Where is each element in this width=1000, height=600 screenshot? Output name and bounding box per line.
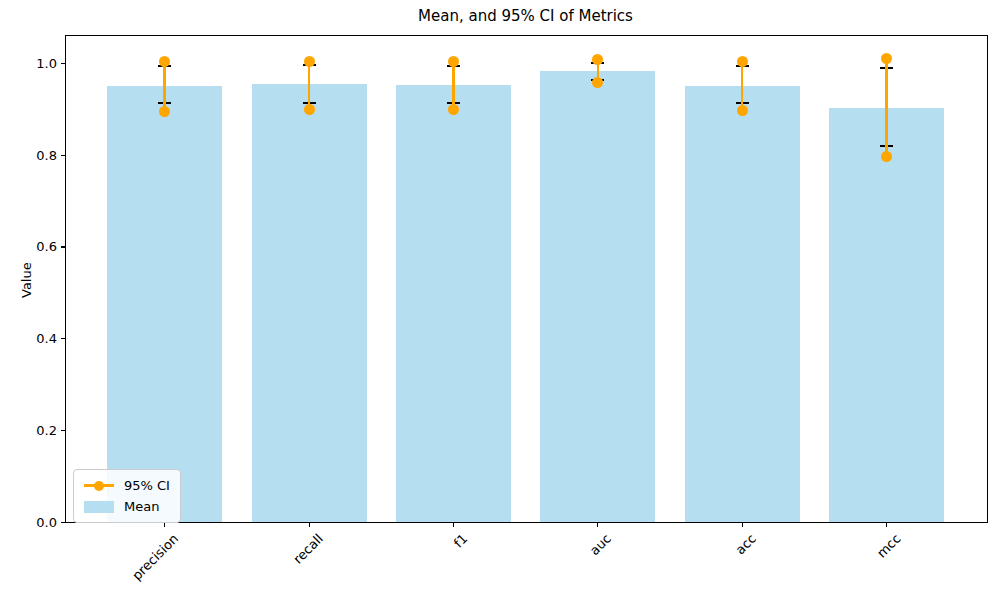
ci-dot-high-acc [737, 56, 748, 67]
y-tick-mark [61, 522, 65, 523]
legend-mean-label: Mean [124, 499, 159, 514]
bar-mcc [829, 108, 944, 522]
y-tick-label: 0.4 [36, 330, 57, 347]
ci-line-acc [741, 61, 744, 111]
x-tick-label-mcc: mcc [874, 531, 904, 561]
y-tick-label: 1.0 [36, 55, 57, 72]
ci-line-recall [308, 61, 311, 109]
ci-line-f1 [452, 62, 455, 110]
legend-entry-mean: Mean [84, 496, 170, 517]
ci-dot-high-f1 [448, 56, 459, 67]
figure: Mean, and 95% CI of Metrics Value 95% CI… [0, 0, 1000, 600]
x-tick-mark-f1 [453, 523, 454, 527]
ci-legend-marker-icon [84, 484, 114, 487]
bar-acc [685, 86, 800, 522]
ci-dot-high-recall [304, 56, 315, 67]
x-tick-label-acc: acc [732, 531, 758, 557]
ci-dot-low-precision [159, 106, 170, 117]
x-tick-label-auc: auc [587, 531, 614, 558]
y-tick-label: 0.6 [36, 238, 57, 255]
y-tick-mark [61, 155, 65, 156]
y-axis-label: Value [19, 262, 34, 298]
ci-line-precision [163, 62, 166, 112]
ci-dot-low-acc [737, 105, 748, 116]
ci-dot-high-mcc [881, 53, 892, 64]
y-tick-mark [61, 338, 65, 339]
ci-dot-high-auc [592, 54, 603, 65]
mean-legend-swatch-icon [84, 501, 114, 513]
x-tick-mark-auc [597, 523, 598, 527]
x-tick-mark-recall [309, 523, 310, 527]
x-tick-label-f1: f1 [450, 531, 470, 551]
legend-entry-ci: 95% CI [84, 475, 170, 496]
x-tick-mark-precision [164, 523, 165, 527]
legend-ci-label: 95% CI [124, 478, 170, 493]
bar-auc [540, 71, 655, 522]
y-tick-label: 0.8 [36, 147, 57, 164]
y-tick-mark [61, 430, 65, 431]
bar-f1 [396, 85, 511, 522]
legend: 95% CI Mean [73, 469, 181, 523]
bar-precision [107, 86, 222, 522]
plot-area [65, 35, 988, 523]
x-tick-label-precision: precision [129, 531, 181, 583]
x-tick-mark-mcc [886, 523, 887, 527]
bar-recall [252, 84, 367, 522]
chart-title: Mean, and 95% CI of Metrics [65, 7, 986, 25]
y-tick-label: 0.0 [36, 514, 57, 531]
y-tick-mark [61, 63, 65, 64]
y-tick-mark [61, 246, 65, 247]
ci-line-mcc [885, 58, 888, 156]
x-tick-mark-acc [742, 523, 743, 527]
y-tick-label: 0.2 [36, 422, 57, 439]
ci-legend-dot-icon [94, 481, 104, 491]
x-tick-label-recall: recall [290, 531, 326, 567]
ci-dot-low-recall [304, 104, 315, 115]
